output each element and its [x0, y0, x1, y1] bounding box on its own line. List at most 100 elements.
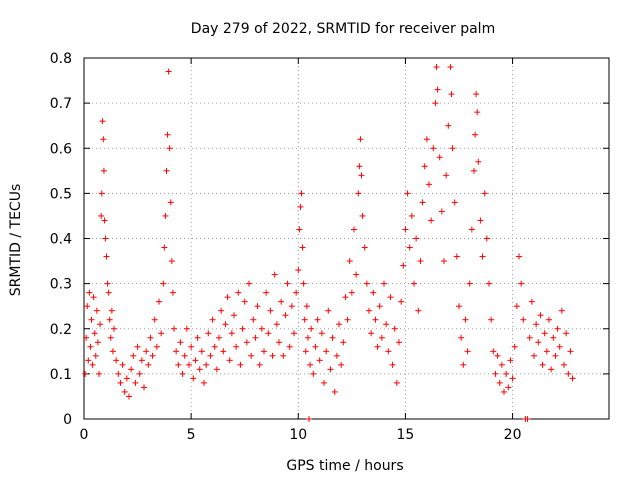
data-point [428, 217, 435, 224]
data-point [477, 217, 484, 224]
data-point [548, 366, 555, 373]
data-point [218, 307, 225, 314]
data-point [550, 334, 557, 341]
grid-lines [84, 58, 609, 419]
data-point [93, 307, 100, 314]
data-point [387, 294, 394, 301]
data-point [211, 343, 218, 350]
x-tick-label: 10 [289, 427, 307, 443]
data-point [359, 212, 366, 219]
data-point [363, 280, 370, 287]
data-point [298, 190, 305, 197]
data-point [231, 312, 237, 319]
plot-frame [83, 57, 610, 420]
data-point [235, 289, 242, 296]
data-point [233, 343, 240, 350]
data-point [531, 352, 537, 359]
data-point [565, 370, 572, 377]
data-point [130, 352, 137, 359]
y-tick-label: 0.3 [50, 277, 72, 293]
data-point [402, 226, 409, 233]
data-point [385, 348, 392, 355]
data-point [483, 235, 490, 242]
chart-title: Day 279 of 2022, SRMTID for receiver pal… [191, 21, 495, 37]
data-point [308, 325, 315, 332]
data-point [503, 370, 510, 377]
y-tick-label: 0 [63, 412, 72, 428]
data-point [168, 258, 175, 265]
data-point [351, 226, 357, 233]
data-point [393, 379, 400, 386]
data-point [304, 334, 311, 341]
data-point [561, 361, 567, 368]
data-point [252, 334, 259, 341]
data-point [475, 158, 482, 165]
data-point [569, 375, 576, 382]
data-point [492, 370, 499, 377]
data-point [239, 325, 246, 332]
data-point [141, 384, 147, 391]
data-point [256, 361, 263, 368]
data-point [173, 348, 180, 355]
data-point [134, 343, 141, 350]
data-point [453, 253, 460, 260]
data-point [329, 334, 336, 341]
data-point [417, 258, 424, 265]
data-point [458, 334, 465, 341]
data-point [303, 303, 310, 310]
data-point [389, 361, 396, 368]
data-point [445, 122, 452, 129]
data-point [441, 258, 447, 265]
data-point [537, 312, 544, 319]
data-point [147, 334, 154, 341]
data-point [438, 208, 445, 215]
tick-labels: 0 5 10 15 20 0 0.1 0.2 0.3 0.4 0.5 0.6 0.7 0.8 [50, 51, 522, 443]
data-point [296, 226, 303, 233]
data-point [237, 361, 244, 368]
data-point [228, 330, 235, 337]
data-point [91, 330, 98, 337]
data-point [269, 352, 276, 359]
data-point [243, 339, 250, 346]
data-point [94, 339, 101, 346]
data-point [83, 334, 90, 341]
x-axis-label: GPS time / hours [286, 458, 403, 474]
data-point [413, 235, 420, 242]
data-point [434, 86, 441, 93]
data-point [498, 361, 505, 368]
data-point [183, 325, 190, 332]
data-point [301, 316, 308, 323]
data-point [209, 316, 216, 323]
data-point [286, 343, 293, 350]
data-point [276, 339, 282, 346]
data-point [115, 370, 122, 377]
data-point [88, 316, 95, 323]
data-point [448, 91, 455, 98]
data-point [121, 388, 128, 395]
data-point [546, 316, 552, 323]
axis-ticks [83, 57, 609, 420]
data-point [119, 361, 126, 368]
data-point [156, 298, 162, 305]
data-point [462, 316, 469, 323]
data-point [524, 416, 531, 422]
data-point [496, 379, 503, 386]
data-point [151, 316, 158, 323]
data-point [258, 325, 265, 332]
data-point [192, 357, 199, 364]
data-point [261, 348, 267, 355]
data-point [265, 330, 272, 337]
data-point [535, 339, 542, 346]
data-point [543, 348, 550, 355]
data-point [105, 289, 112, 296]
data-point [316, 357, 323, 364]
data-point [85, 357, 92, 364]
data-point [280, 352, 287, 359]
data-point [323, 348, 330, 355]
data-point [153, 343, 160, 350]
data-point [449, 145, 456, 152]
data-point [86, 289, 93, 296]
data-point [108, 307, 115, 314]
data-point [460, 361, 467, 368]
data-point [357, 136, 364, 143]
